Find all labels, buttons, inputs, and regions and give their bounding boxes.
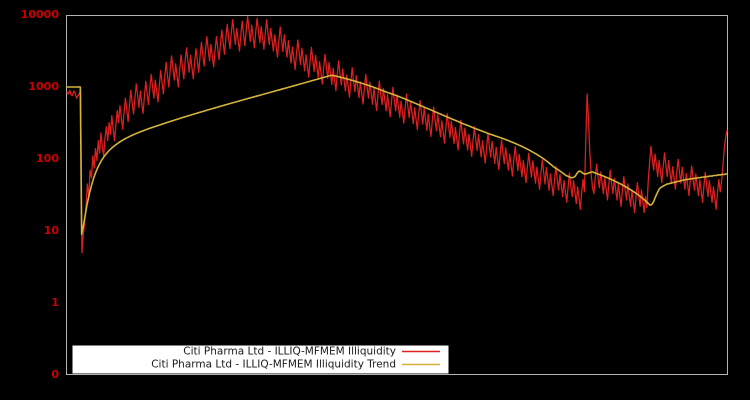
y-axis-tick-label: 0 bbox=[51, 368, 59, 381]
legend-entry-label: Citi Pharma Ltd - ILLIQ-MFMEM Illiquidit… bbox=[183, 346, 396, 358]
chart-legend[interactable]: Citi Pharma Ltd - ILLIQ-MFMEM Illiquidit… bbox=[72, 345, 449, 374]
series-line-illiquidity-trend bbox=[66, 74, 728, 236]
legend-entry-label: Citi Pharma Ltd - ILLIQ-MFMEM Illiquidit… bbox=[151, 359, 396, 371]
legend-background bbox=[72, 345, 449, 374]
y-axis-tick-label: 10 bbox=[44, 224, 60, 237]
y-axis-tick-label: 1000 bbox=[28, 80, 59, 93]
y-axis-tick-label: 10000 bbox=[21, 8, 60, 21]
series-line-illiquidity bbox=[66, 15, 728, 254]
y-axis-tick-label: 100 bbox=[36, 152, 59, 165]
data-series-group bbox=[66, 15, 728, 254]
plot-frame bbox=[66, 15, 728, 375]
y-axis-tick-label: 1 bbox=[51, 296, 59, 309]
